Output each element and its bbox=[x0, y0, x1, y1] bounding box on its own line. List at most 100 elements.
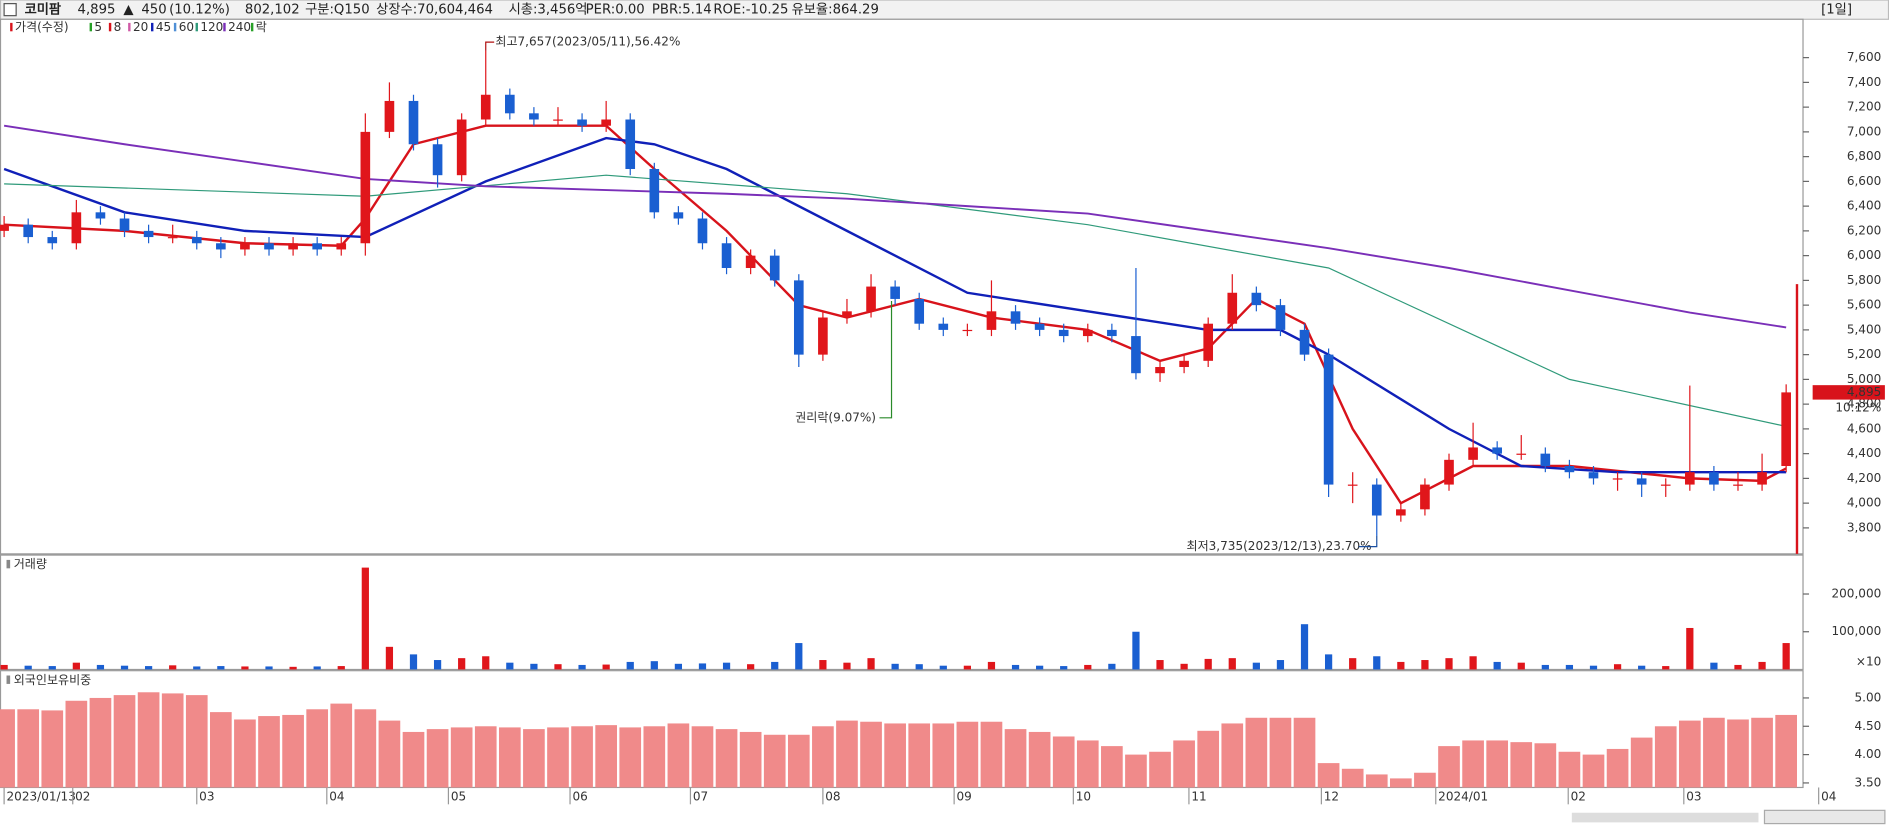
candle-body bbox=[1251, 292, 1262, 306]
foreign-bar bbox=[258, 716, 280, 788]
foreign-bar bbox=[643, 726, 666, 788]
period-button[interactable]: [1일] bbox=[1821, 2, 1852, 18]
candle-body bbox=[890, 286, 900, 299]
header-name: 코미팜 bbox=[25, 1, 62, 18]
y-tick-label: 5,000 bbox=[1847, 372, 1881, 386]
foreign-bar bbox=[1173, 740, 1195, 788]
legend-swatch bbox=[151, 22, 154, 32]
candle-body bbox=[529, 113, 539, 120]
foreign-bar bbox=[812, 726, 834, 788]
volume-bar bbox=[915, 664, 923, 670]
candle-body bbox=[553, 119, 563, 121]
volume-bar bbox=[843, 662, 851, 670]
foreign-bar bbox=[1775, 714, 1797, 788]
y-tick-label: 6,800 bbox=[1847, 149, 1881, 163]
volume-bar bbox=[24, 665, 32, 670]
y-tick-label: 7,600 bbox=[1847, 50, 1881, 64]
foreign-bar bbox=[474, 726, 497, 788]
candle-body bbox=[962, 329, 973, 332]
checkbox[interactable] bbox=[3, 3, 17, 17]
unit-label: ×10 bbox=[1856, 655, 1881, 669]
header-field: 유보율:864.29 bbox=[792, 2, 879, 18]
candle-body bbox=[1468, 447, 1478, 460]
x-tick-label: 02 bbox=[1571, 790, 1586, 804]
header-field: PBR:5.14 bbox=[652, 3, 712, 18]
candle-body bbox=[1203, 323, 1214, 361]
volume-bar bbox=[193, 666, 201, 670]
price-panel bbox=[0, 18, 1804, 555]
y-tick-label: 3,800 bbox=[1847, 520, 1881, 534]
legend-label: 60 bbox=[179, 20, 194, 34]
candle-body bbox=[1107, 329, 1117, 337]
foreign-bar bbox=[763, 734, 786, 788]
annotation-line bbox=[879, 301, 893, 419]
candle-body bbox=[1636, 478, 1647, 485]
x-tick-label: 08 bbox=[825, 790, 840, 804]
volume-bar bbox=[554, 664, 562, 670]
x-tick-label: 03 bbox=[1686, 790, 1701, 804]
foreign-bar bbox=[1606, 748, 1629, 788]
volume-bar bbox=[482, 656, 490, 670]
candle-body bbox=[721, 243, 732, 269]
volume-bar bbox=[891, 663, 899, 670]
candle-body bbox=[1492, 447, 1502, 454]
candle-body bbox=[1516, 453, 1527, 455]
candle-body bbox=[167, 237, 178, 239]
candle-body bbox=[1685, 472, 1695, 485]
foreign-bar bbox=[426, 729, 449, 788]
x-tick-label: 09 bbox=[957, 790, 972, 804]
volume-bar bbox=[1373, 656, 1381, 670]
candle-body bbox=[264, 243, 274, 250]
candle-body bbox=[1781, 392, 1791, 467]
volume-bar bbox=[120, 665, 129, 670]
volume-bar bbox=[963, 665, 971, 670]
foreign-bar bbox=[523, 729, 545, 788]
panel-title: 외국인보유비중 bbox=[14, 673, 91, 687]
legend-label: 240 bbox=[228, 20, 251, 34]
header-field: 시총:3,456억 bbox=[509, 2, 588, 18]
y-tick-label: 7,000 bbox=[1847, 124, 1881, 138]
candle-body bbox=[577, 119, 587, 126]
volume-bar bbox=[96, 664, 105, 670]
volume-bar bbox=[1638, 665, 1646, 670]
volume-bar bbox=[1469, 656, 1477, 670]
candle-body bbox=[986, 311, 997, 330]
foreign-bar bbox=[1727, 719, 1749, 788]
candle-body bbox=[47, 237, 58, 244]
foreign-bar bbox=[1462, 740, 1484, 788]
candle-body bbox=[601, 119, 611, 126]
y-tick-label: 6,200 bbox=[1847, 223, 1881, 237]
volume-bar bbox=[771, 661, 779, 670]
foreign-bar bbox=[1654, 726, 1677, 788]
header-change: 450 bbox=[141, 3, 166, 18]
volume-panel bbox=[0, 554, 1804, 671]
volume-bar bbox=[1493, 661, 1501, 670]
candle-body bbox=[143, 230, 154, 238]
last-price-pct: 10.12% bbox=[1835, 401, 1881, 415]
foreign-bar bbox=[41, 710, 64, 788]
volume-bar bbox=[1710, 662, 1718, 670]
candle-body bbox=[866, 286, 876, 312]
volume-bar bbox=[1132, 631, 1140, 670]
foreign-bar bbox=[619, 727, 642, 788]
y-tick-label: 4,600 bbox=[1847, 421, 1881, 435]
legend-swatch bbox=[195, 22, 198, 32]
volume-bar bbox=[1758, 661, 1766, 670]
scroll-track[interactable] bbox=[1571, 812, 1759, 823]
scrollbar[interactable] bbox=[1763, 809, 1886, 825]
foreign-bar bbox=[908, 723, 931, 788]
annotation-arrow bbox=[485, 41, 495, 51]
candle-body bbox=[336, 243, 347, 250]
y-tick-label: 5,600 bbox=[1847, 298, 1881, 312]
candle-body bbox=[793, 280, 804, 355]
volume-bar bbox=[1734, 664, 1742, 670]
volume-bar bbox=[1180, 663, 1188, 670]
x-tick-label: 10 bbox=[1076, 790, 1091, 804]
x-tick-label: 2024/01 bbox=[1438, 790, 1488, 804]
candle-body bbox=[505, 94, 515, 114]
annotation-arrow bbox=[1358, 535, 1378, 548]
foreign-bar bbox=[1510, 742, 1533, 788]
panel-title: 거래량 bbox=[14, 557, 47, 571]
volume-bar bbox=[867, 658, 875, 670]
